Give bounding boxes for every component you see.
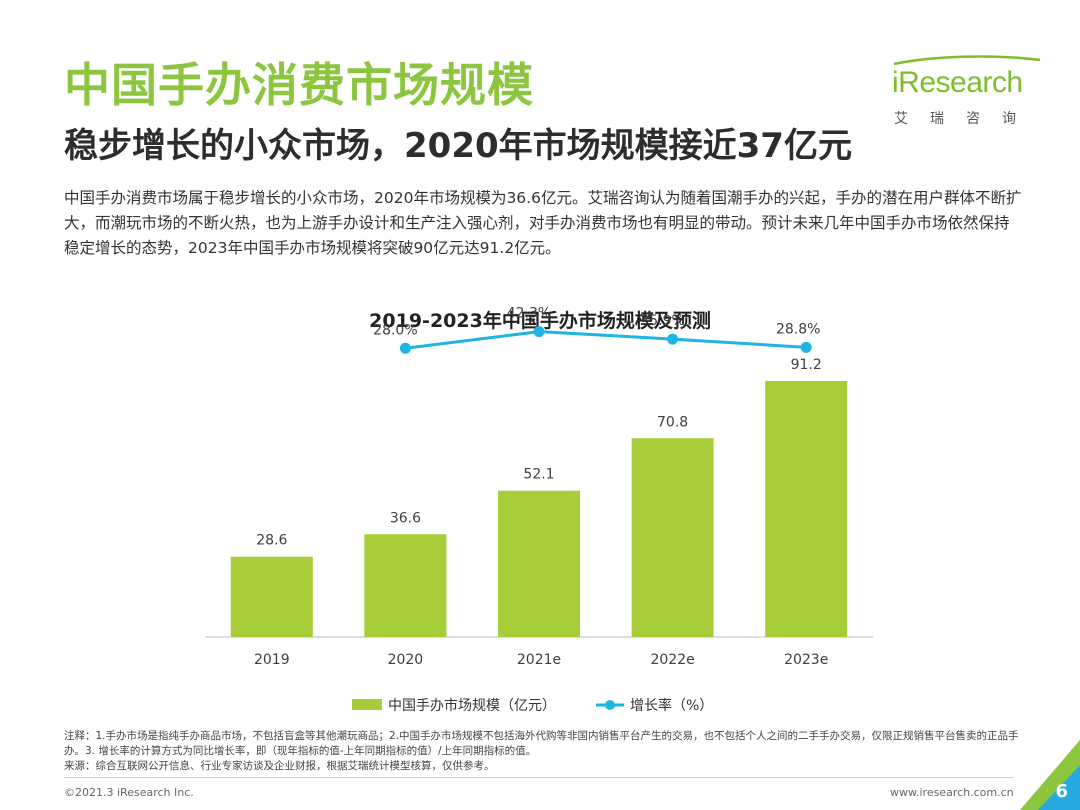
bar-2021e	[498, 490, 580, 637]
legend-line-label: 增长率（%）	[630, 697, 713, 714]
growth-point-2020	[399, 342, 411, 354]
chart-title: 2019-2023年中国手办市场规模及预测	[369, 309, 711, 332]
page-subtitle: 稳步增长的小众市场，2020年市场规模接近37亿元	[64, 126, 852, 166]
bar-2019	[230, 556, 313, 637]
market-size-chart: 2019-2023年中国手办市场规模及预测 28.6 2019 36.6 2020 52.…	[205, 306, 873, 714]
logo-chinese: 艾瑞咨询	[894, 111, 1038, 127]
page-corner-decoration	[1020, 740, 1080, 810]
logo-wordmark: iResearch	[892, 66, 1023, 99]
x-tick-2023e: 2023e	[784, 652, 828, 668]
bar-2023e	[765, 380, 848, 637]
x-tick-2020: 2020	[388, 652, 424, 668]
footer-divider	[64, 777, 1014, 778]
x-tick-2022e: 2022e	[650, 652, 694, 668]
growth-point-2023e	[800, 341, 812, 353]
website-url: www.iresearch.com.cn	[890, 786, 1014, 799]
legend-bar-label: 中国手办市场规模（亿元）	[388, 697, 556, 714]
growth-line	[405, 330, 807, 350]
x-tick-2019: 2019	[254, 652, 290, 668]
source-text: 来源：综合互联网公开信息、行业专家访谈及企业财报，根据艾瑞统计模型核算，仅供参考…	[64, 760, 495, 772]
legend-bar-swatch	[352, 699, 382, 710]
bar-2020	[364, 534, 447, 637]
page-number: 6	[1055, 781, 1068, 802]
copyright: ©2021.3 iResearch Inc.	[64, 786, 194, 799]
growth-point-2022e	[667, 333, 679, 345]
iresearch-logo: iResearch 艾瑞咨询	[892, 55, 1042, 128]
note-text: 注释：1.手办市场是指纯手办商品市场，不包括盲盒等其他潮玩商品；2.中国手办市场…	[64, 730, 1019, 757]
bar-label-2021e: 52.1	[523, 467, 554, 483]
bar-label-2022e: 70.8	[657, 414, 688, 430]
growth-label-2023e: 28.8%	[776, 321, 820, 337]
growth-label-2022e: 35.9%	[640, 313, 684, 329]
intro-paragraph: 中国手办消费市场属于稳步增长的小众市场，2020年市场规模为36.6亿元。艾瑞咨…	[64, 189, 1022, 257]
x-tick-2021e: 2021e	[517, 652, 561, 668]
notes-block: 注释：1.手办市场是指纯手办商品市场，不包括盲盒等其他潮玩商品；2.中国手办市场…	[64, 729, 1024, 774]
growth-point-2021e	[533, 326, 545, 338]
logo-swoosh-icon	[893, 55, 1041, 66]
bar-label-2019: 28.6	[256, 533, 287, 549]
bar-label-2023e: 91.2	[791, 357, 822, 373]
growth-label-2020: 28.0%	[373, 322, 417, 338]
page-title: 中国手办消费市场规模	[64, 58, 534, 112]
legend-line-marker	[605, 700, 615, 710]
bar-2022e	[631, 438, 714, 637]
bar-label-2020: 36.6	[390, 510, 421, 526]
growth-label-2021e: 42.3%	[507, 306, 551, 322]
